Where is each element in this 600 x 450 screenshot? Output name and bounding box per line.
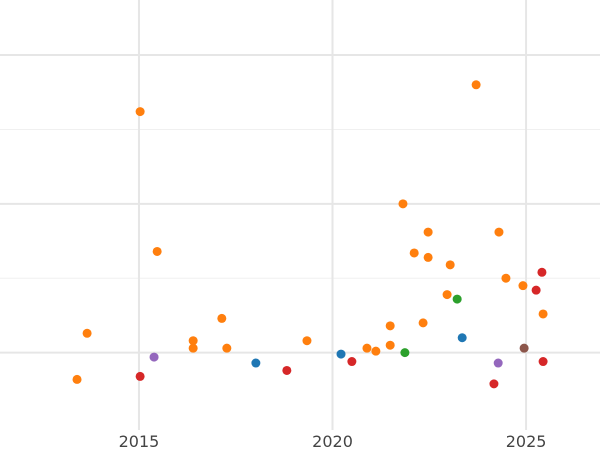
- data-point: [538, 309, 548, 319]
- data-point: [418, 318, 428, 328]
- data-point: [457, 333, 467, 343]
- data-point: [489, 379, 499, 389]
- data-point: [531, 285, 541, 295]
- data-point: [362, 343, 372, 353]
- data-point: [400, 348, 410, 358]
- data-point: [493, 358, 503, 368]
- data-point: [336, 349, 346, 359]
- data-point: [518, 281, 528, 291]
- data-point: [82, 328, 92, 338]
- data-point: [409, 248, 419, 258]
- data-point: [501, 273, 511, 283]
- data-point: [135, 371, 145, 381]
- data-point: [398, 199, 408, 209]
- data-point: [471, 80, 481, 90]
- data-point: [385, 321, 395, 331]
- data-point: [519, 343, 529, 353]
- x-tick-label: 2020: [312, 432, 353, 450]
- data-point: [135, 107, 145, 117]
- grid: [0, 0, 600, 430]
- data-point: [385, 340, 395, 350]
- data-point: [371, 346, 381, 356]
- data-point: [452, 294, 462, 304]
- data-point: [251, 358, 261, 368]
- data-point: [538, 357, 548, 367]
- data-point: [217, 313, 227, 323]
- x-tick-label: 2025: [506, 432, 547, 450]
- data-point: [282, 365, 292, 375]
- data-point: [423, 252, 433, 262]
- data-point: [494, 227, 504, 237]
- data-point: [72, 374, 82, 384]
- data-point: [149, 352, 159, 362]
- data-point: [445, 260, 455, 270]
- data-point: [537, 267, 547, 277]
- data-point: [302, 336, 312, 346]
- data-point: [188, 336, 198, 346]
- data-point: [188, 343, 198, 353]
- data-point: [423, 227, 433, 237]
- x-tick-label: 2015: [119, 432, 160, 450]
- data-points: [72, 80, 548, 389]
- data-point: [152, 246, 162, 256]
- data-point: [442, 290, 452, 300]
- x-axis-ticks: 2015 2020 2025: [119, 432, 547, 450]
- data-point: [347, 357, 357, 367]
- data-point: [222, 343, 232, 353]
